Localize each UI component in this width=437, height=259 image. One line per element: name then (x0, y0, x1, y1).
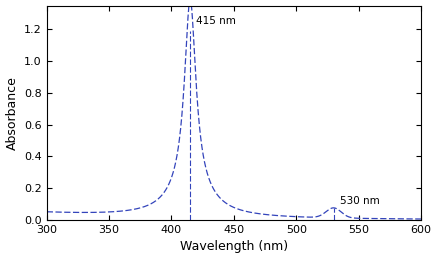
X-axis label: Wavelength (nm): Wavelength (nm) (180, 240, 288, 254)
Text: 530 nm: 530 nm (340, 196, 380, 206)
Y-axis label: Absorbance: Absorbance (6, 76, 18, 150)
Text: 415 nm: 415 nm (196, 16, 236, 26)
